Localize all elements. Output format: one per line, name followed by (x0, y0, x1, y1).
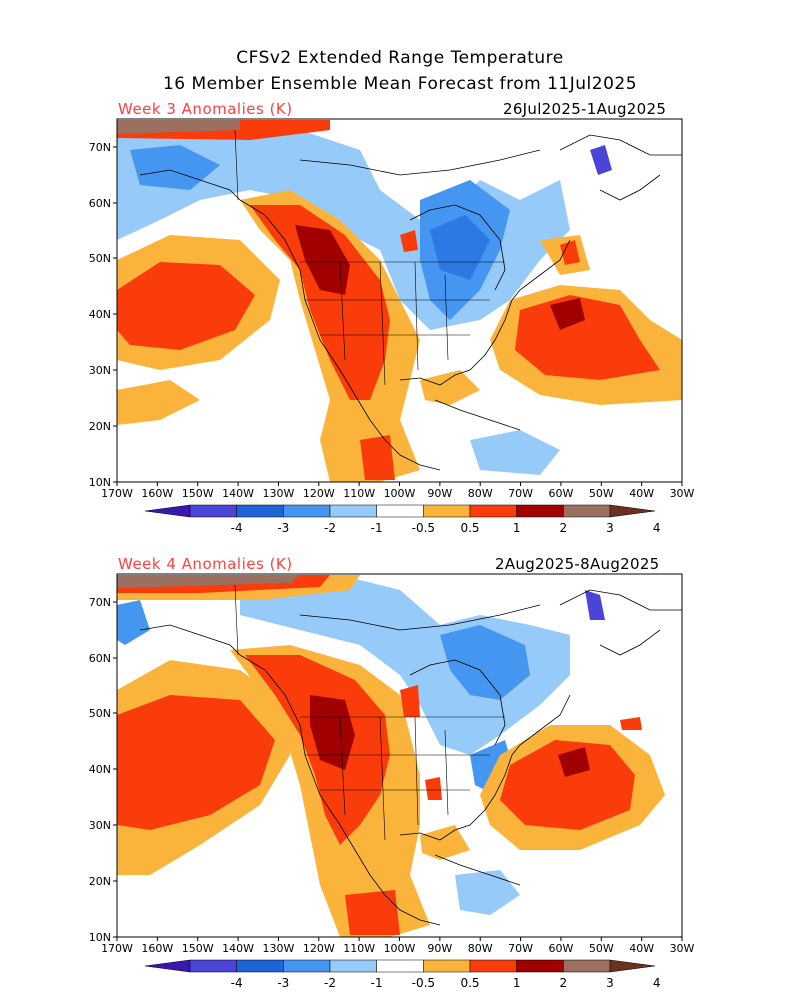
title-line-1: CFSv2 Extended Range Temperature (236, 48, 564, 68)
week4-lat-label: 40N (89, 763, 111, 776)
week3-lat-label: 70N (89, 141, 111, 154)
week4-cbar-box (329, 959, 377, 973)
week3-cbar-label: -4 (231, 521, 243, 535)
week4-lon-label: 160W (141, 942, 173, 955)
week3-lon-label: 40W (629, 487, 654, 500)
week4-lon-label: 80W (468, 942, 493, 955)
week4-cbar-box (469, 959, 517, 973)
panel1-dates: 26Jul2025-1Aug2025 (503, 100, 667, 118)
week4-cbar-label: 1 (513, 976, 521, 990)
week3-lon-label: 100W (384, 487, 416, 500)
week3-lat-label: 60N (89, 197, 111, 210)
week3-cbar-label: 0.5 (460, 521, 479, 535)
week3-lat-label: 50N (89, 252, 111, 265)
week4-cbar-label: 2 (560, 976, 568, 990)
week3-lat-label: 20N (89, 420, 111, 433)
week3-lon-label: 70W (508, 487, 533, 500)
week4-cbar-label: 0.5 (460, 976, 479, 990)
panel2-dates: 2Aug2025-8Aug2025 (495, 555, 660, 573)
week4-cbar-box (423, 959, 471, 973)
week3-cbar-label: 3 (606, 521, 614, 535)
week3-cbar-label: -3 (277, 521, 289, 535)
week3-lon-label: 80W (468, 487, 493, 500)
week3-cbar-label: 2 (560, 521, 568, 535)
week3-lon-label: 120W (303, 487, 335, 500)
week3-lon-label: 30W (670, 487, 695, 500)
panel2-label: Week 4 Anomalies (K) (118, 555, 293, 573)
week3-lon-label: 60W (548, 487, 573, 500)
week4-anomaly-map: 170W 160W 150W 140W 130W 120W 110W 100W 90W 80W 70… (89, 573, 695, 990)
week4-cbar-high-arrow (609, 959, 656, 973)
week4-lat-label: 10N (89, 931, 111, 944)
week4-cbar-box (376, 959, 424, 973)
week3-lon-label: 170W (101, 487, 133, 500)
week4-cbar-label: -1 (371, 976, 383, 990)
week3-lon-label: 130W (262, 487, 294, 500)
week4-lon-label: 40W (629, 942, 654, 955)
week4-cbar-box (516, 959, 564, 973)
week4-cbar-box (283, 959, 331, 973)
week4-cbar-label: -0.5 (412, 976, 435, 990)
week4-cbar-box (563, 959, 611, 973)
week4-lon-label: 110W (343, 942, 375, 955)
week4-lon-label: 30W (670, 942, 695, 955)
week3-cbar-high-arrow (609, 504, 656, 518)
week4-lon-label: 70W (508, 942, 533, 955)
week3-lat-label: 40N (89, 308, 111, 321)
week4-cbar-label: -2 (324, 976, 336, 990)
week3-lat-label: 30N (89, 364, 111, 377)
week4-lon-label: 170W (101, 942, 133, 955)
week3-cbar-label: -0.5 (412, 521, 435, 535)
week3-cbar-label: -2 (324, 521, 336, 535)
week4-cbar-label: -4 (231, 976, 243, 990)
week3-lat-label: 10N (89, 476, 111, 489)
week3-lon-label: 50W (589, 487, 614, 500)
week3-cbar-label: 1 (513, 521, 521, 535)
week4-lon-label: 100W (384, 942, 416, 955)
week4-lon-label: 130W (262, 942, 294, 955)
week4-lat-label: 30N (89, 819, 111, 832)
week4-lon-label: 60W (548, 942, 573, 955)
week3-lon-label: 140W (222, 487, 254, 500)
week3-anomaly-map: 170W 160W 150W 140W 130W 120W 110W 100W 90W 80W 70… (89, 118, 695, 535)
title-line-2: 16 Member Ensemble Mean Forecast from 11… (162, 74, 638, 94)
week4-lon-label: 140W (222, 942, 254, 955)
week3-lon-label: 150W (182, 487, 214, 500)
week3-cbar-label: -1 (371, 521, 383, 535)
week4-lat-label: 70N (89, 596, 111, 609)
week4-lat-label: 60N (89, 652, 111, 665)
week4-cbar-low-arrow (144, 959, 191, 973)
week4-lon-label: 90W (427, 942, 452, 955)
week4-cbar-box (236, 959, 284, 973)
week3-lon-label: 110W (343, 487, 375, 500)
week4-lon-label: 120W (303, 942, 335, 955)
week4-cbar-label: -3 (277, 976, 289, 990)
week3-lon-label: 160W (141, 487, 173, 500)
week4-cbar-label: 4 (653, 976, 661, 990)
week3-cbar-label: 4 (653, 521, 661, 535)
panel1-label: Week 3 Anomalies (K) (118, 100, 293, 118)
week4-cbar-label: 3 (606, 976, 614, 990)
week4-lat-label: 50N (89, 707, 111, 720)
week3-lon-label: 90W (427, 487, 452, 500)
week4-lon-label: 150W (182, 942, 214, 955)
week4-lat-label: 20N (89, 875, 111, 888)
week4-lon-label: 50W (589, 942, 614, 955)
week4-cbar-box (189, 959, 237, 973)
